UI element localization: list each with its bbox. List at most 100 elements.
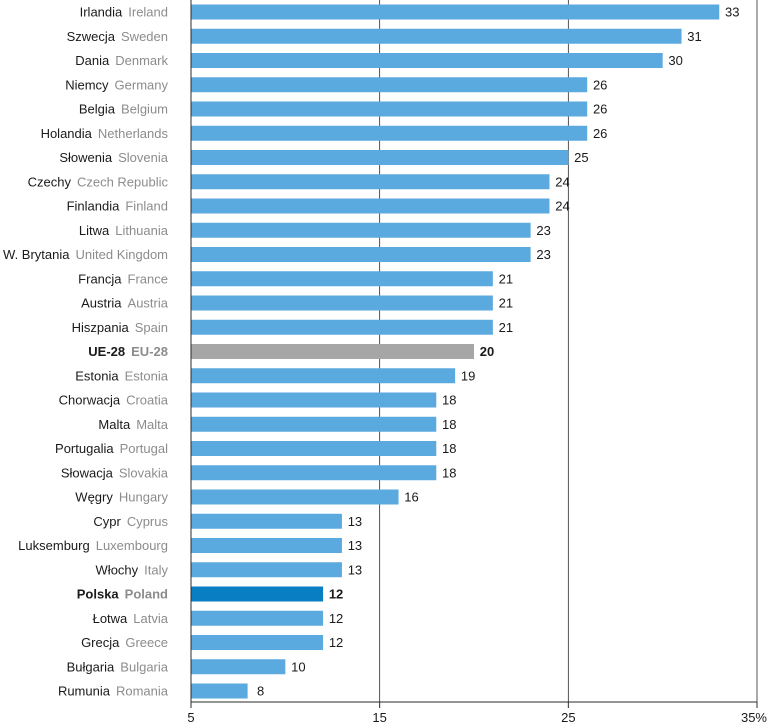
category-label-en: Italy (144, 562, 168, 577)
category-label-pl: Polska (77, 587, 120, 602)
category-label-pl: Malta (98, 417, 131, 432)
category-label-en: Estonia (125, 368, 169, 383)
category-label-en: Latvia (133, 611, 168, 626)
category-label-en: Slovakia (119, 465, 169, 480)
category-label-en: Poland (125, 587, 168, 602)
category-label-pl: Szwecja (67, 29, 116, 44)
bar (191, 368, 456, 384)
category-label-en: Germany (115, 77, 169, 92)
category-label-en: Portugal (120, 441, 169, 456)
bar (191, 465, 437, 481)
category-label-en: Hungary (119, 490, 169, 505)
x-tick-label: 35% (741, 710, 767, 725)
bar (191, 416, 437, 432)
value-label: 33 (725, 5, 739, 20)
bar (191, 538, 342, 553)
value-label: 12 (329, 635, 343, 650)
value-label: 18 (442, 465, 456, 480)
bar (191, 28, 682, 44)
bar (191, 271, 493, 287)
category-label-pl: Grecja (81, 635, 120, 650)
value-label: 18 (442, 417, 456, 432)
bar (191, 513, 342, 529)
bar (191, 4, 720, 20)
category-label-en: Sweden (121, 29, 168, 44)
category-label-pl: Słowacja (61, 465, 114, 480)
category-label-en: France (128, 271, 168, 286)
x-tick-label: 15 (372, 710, 386, 725)
value-label: 26 (593, 102, 607, 117)
category-label-en: Netherlands (98, 126, 169, 141)
bar (191, 295, 493, 311)
category-label-pl: Hiszpania (72, 320, 130, 335)
value-label: 30 (668, 53, 682, 68)
bar (191, 489, 399, 505)
bar (191, 586, 324, 602)
category-label-en: Lithuania (115, 223, 169, 238)
x-tick-label: 5 (187, 710, 194, 725)
bar (191, 101, 588, 117)
category-label-en: Denmark (115, 53, 168, 68)
category-label-en: Czech Republic (77, 174, 169, 189)
bar (191, 683, 248, 699)
category-label-en: Finland (125, 199, 168, 214)
category-label-pl: Finlandia (67, 199, 121, 214)
value-label: 8 (257, 684, 264, 699)
category-label-pl: UE-28 (88, 344, 125, 359)
value-label: 25 (574, 150, 588, 165)
category-label-en: Belgium (121, 102, 168, 117)
value-label: 23 (536, 247, 550, 262)
category-label-en: Ireland (128, 5, 168, 20)
value-label: 26 (593, 126, 607, 141)
value-label: 13 (348, 538, 362, 553)
bar (191, 53, 663, 68)
value-label: 10 (291, 659, 305, 674)
category-label-en: Croatia (126, 393, 169, 408)
bar (191, 610, 324, 626)
category-label-en: Malta (136, 417, 169, 432)
value-label: 21 (499, 271, 513, 286)
category-label-pl: Cypr (93, 514, 121, 529)
bar (191, 635, 324, 650)
category-label-pl: W. Brytania (3, 247, 70, 262)
category-label-en: Bulgaria (120, 659, 168, 674)
bar (191, 150, 569, 165)
category-label-pl: Włochy (96, 562, 139, 577)
bar (191, 174, 550, 190)
category-label-pl: Niemcy (65, 77, 109, 92)
category-label-pl: Luksemburg (18, 538, 90, 553)
category-label-pl: Holandia (41, 126, 93, 141)
bar (191, 562, 342, 578)
x-tick-label: 25 (561, 710, 575, 725)
bar (191, 659, 286, 675)
category-label-pl: Belgia (79, 102, 116, 117)
bar (191, 392, 437, 408)
bar (191, 198, 550, 214)
category-label-pl: Słowenia (59, 150, 113, 165)
value-label: 20 (480, 344, 494, 359)
value-label: 26 (593, 77, 607, 92)
category-label-pl: Dania (75, 53, 110, 68)
bar (191, 344, 474, 359)
bar (191, 441, 437, 456)
value-label: 21 (499, 296, 513, 311)
category-label-en: Luxembourg (96, 538, 168, 553)
category-label-pl: Portugalia (55, 441, 114, 456)
value-label: 24 (555, 174, 569, 189)
category-label-pl: Czechy (28, 174, 72, 189)
bar (191, 222, 531, 238)
value-label: 19 (461, 368, 475, 383)
category-label-pl: Austria (81, 296, 122, 311)
category-label-en: EU-28 (131, 344, 168, 359)
value-label: 24 (555, 199, 569, 214)
value-label: 21 (499, 320, 513, 335)
bar (191, 247, 531, 262)
category-label-pl: Łotwa (93, 611, 128, 626)
category-label-en: Slovenia (118, 150, 169, 165)
bar (191, 77, 588, 93)
value-label: 13 (348, 562, 362, 577)
value-label: 12 (329, 587, 343, 602)
category-label-en: Romania (116, 684, 169, 699)
category-label-en: Austria (128, 296, 169, 311)
